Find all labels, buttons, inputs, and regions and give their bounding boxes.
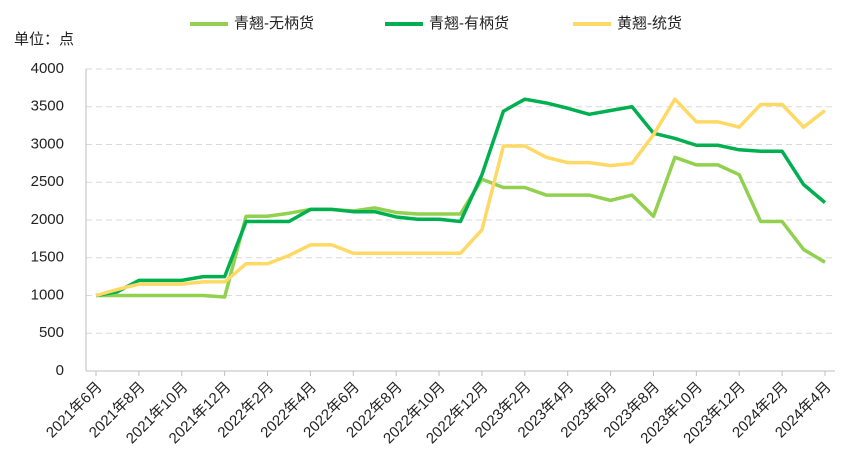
y-tick-label: 500 <box>39 324 64 341</box>
y-tick-label: 2500 <box>31 173 64 190</box>
y-tick-label: 4000 <box>31 60 64 77</box>
y-tick-label: 0 <box>56 362 64 379</box>
y-tick-label: 3500 <box>31 98 64 115</box>
y-tick-label: 1000 <box>31 286 64 303</box>
y-tick-label: 3000 <box>31 135 64 152</box>
y-axis-label: 单位：点 <box>14 31 74 48</box>
y-tick-label: 2000 <box>31 211 64 228</box>
legend-label: 青翘-无柄货 <box>234 15 314 32</box>
legend-label: 黄翘-统货 <box>617 15 682 32</box>
series-line <box>96 155 826 299</box>
series-line <box>95 97 827 298</box>
series-line <box>95 97 827 298</box>
y-tick-label: 1500 <box>31 249 64 266</box>
legend-label: 青翘-有柄货 <box>429 15 509 32</box>
